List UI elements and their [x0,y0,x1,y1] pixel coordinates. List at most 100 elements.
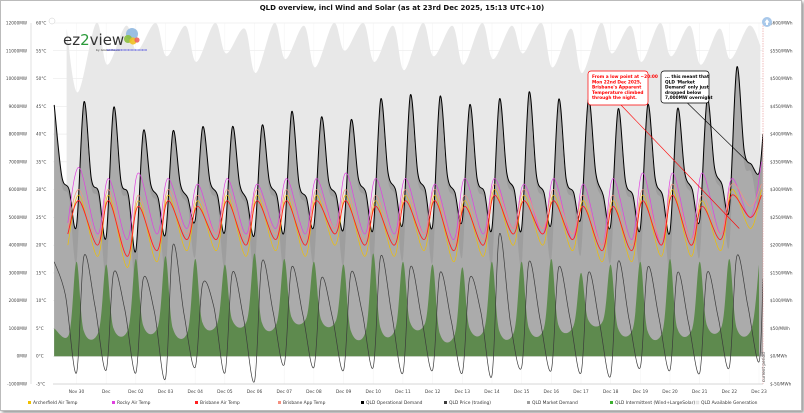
x-tick-label: Dec 10 [366,389,382,395]
legend-swatch [610,401,613,404]
legend-item-price[interactable]: QLD Price (trading) [444,400,491,406]
x-tick-label: Dec 02 [128,389,144,395]
y-tick-label-temp: -5°C [36,382,45,387]
y-tick-label-temp: 20°C [36,243,46,248]
legend-swatch [112,401,115,404]
series-line-brisbane-app-temp [67,183,762,257]
y-tick-label-price: $150/MWh [770,270,793,275]
y-tick-label-mw: 0MW [17,354,27,359]
annotation-pointer [687,102,750,164]
zoom-reset-button[interactable] [48,17,56,25]
y-tick-label-mw: 4000MW [9,243,27,248]
legend-item-op-demand[interactable]: QLD Operational Demand [361,400,423,406]
legend-item-available-gen[interactable]: QLD Available Generation [695,400,758,406]
annotation-text: through the night. [592,95,637,101]
series-area-qld-intermittent-wind-largesolar [54,253,759,357]
y-tick-label-price: $550/MWh [770,48,793,53]
y-tick-label-mw: 6000MW [9,187,27,192]
x-tick-label: Nov 30 [69,389,85,395]
ez2view-logo: ez2view by Global-Roam [63,28,147,52]
annotation-text: Brisbane's Apparent [592,85,641,91]
x-tick-label: Dec 20 [662,389,678,395]
x-tick-label: Dec 22 [722,389,738,395]
y-tick-label-temp: 5°C [36,326,44,331]
y-tick-label-price: $-50/MWh [770,382,792,387]
x-tick-label: Dec 11 [395,389,411,395]
y-tick-label-temp: 10°C [36,298,46,303]
annotation-text: Mon 22nd Dec 2025, [592,79,642,85]
y-tick-label-price: $350/MWh [770,159,793,164]
legend-item-market-demand[interactable]: QLD Market Demand [527,400,578,406]
legend-item-archerfield[interactable]: Archerfield Air Temp [28,400,78,406]
y-tick-label-temp: 60°C [36,21,46,26]
x-tick-label: Dec 23 [751,389,767,395]
y-tick-label-price: $300/MWh [770,187,793,192]
legend-label: QLD Operational Demand [366,400,423,406]
y-tick-label-price: $0/MWh [770,354,787,359]
legend-label: Rocky Air Temp [117,400,151,406]
logo-text: ez2view [63,31,124,49]
legend-label: Brisbane Air Temp [200,400,240,406]
legend: Archerfield Air Temp Rocky Air Temp Bris… [28,400,758,406]
x-tick-label: Dec 05 [217,389,233,395]
y-tick-label-mw: 10000MW [6,76,27,81]
legend-swatch [527,401,530,404]
x-tick-label: Dec 03 [158,389,174,395]
annotation-box [660,70,710,104]
annotation-text: dropped below [665,90,701,96]
y-tick-label-price: $600/MWh [770,21,793,26]
legend-label: QLD Intermittent (Wind+LargeSolar) [615,400,695,406]
series-line-qld-price-trading [53,233,763,383]
export-menu-button[interactable] [762,17,772,27]
logo-circle-red [134,37,140,43]
y-tick-label-temp: 25°C [36,215,46,220]
y-tick-label-temp: 40°C [36,132,46,137]
y-tick-label-mw: 8000MW [9,132,27,137]
legend-label: Brisbane App Temp [283,400,326,406]
y-tick-label-price: $250/MWh [770,215,793,220]
annotation-text: From a low point at ~20:00 [592,74,658,80]
annotation-box [587,70,649,106]
annotation-text: ... this meant that [665,74,709,80]
y-tick-label-temp: 0°C [36,354,44,359]
y-tick-label-mw: 7000MW [9,159,27,164]
y-tick-label-temp: 30°C [36,187,46,192]
y-tick-label-price: $500/MWh [770,76,793,81]
chart-title: QLD overview, incl Wind and Solar (as at… [260,4,545,12]
x-tick-label: Dec 08 [306,389,322,395]
y-tick-label-temp: 55°C [36,48,46,53]
x-tick-label: Dec 16 [544,389,560,395]
annotation-pointer [620,104,740,229]
y-tick-label-price: $50/MWh [770,326,790,331]
y-tick-label-price: $200/MWh [770,243,793,248]
x-tick-label: Dec 15 [514,389,530,395]
legend-item-intermittent[interactable]: QLD Intermittent (Wind+LargeSolar) [610,400,695,406]
legend-item-brisbane-app[interactable]: Brisbane App Temp [278,400,326,406]
legend-swatch [195,401,198,404]
axes: -1000MW 0MW 1000MW 2000MW 3000MW 4000MW 5000MW… [6,21,793,396]
y-tick-label-mw: 2000MW [9,298,27,303]
y-tick-label-mw: -1000MW [7,382,27,387]
x-tick-label: Dec 13 [455,389,471,395]
series-line-rocky-air-temp [67,161,762,246]
y-tick-label-temp: 45°C [36,104,46,109]
x-tick-label: Dec 04 [187,389,203,395]
x-tick-label: Dec 18 [603,389,619,395]
y-tick-label-mw: 3000MW [9,270,27,275]
arrow-up-icon [764,19,770,25]
legend-label: QLD Price (trading) [449,400,491,406]
legend-swatch [278,401,281,404]
legend-item-brisbane-air[interactable]: Brisbane Air Temp [195,400,240,406]
legend-item-rocky[interactable]: Rocky Air Temp [112,400,151,406]
annotation-text: Demand' only just [665,85,709,91]
legend-label: Archerfield Air Temp [33,400,78,406]
x-tick-label: Dec 19 [633,389,649,395]
y-tick-label-price: $450/MWh [770,104,793,109]
y-tick-label-temp: 15°C [36,270,46,275]
series-area-qld-market-demand [54,79,763,357]
series-line-qld-operational-demand [53,66,763,253]
series-layer [53,23,763,383]
y-tick-label-mw: 1000MW [9,326,27,331]
